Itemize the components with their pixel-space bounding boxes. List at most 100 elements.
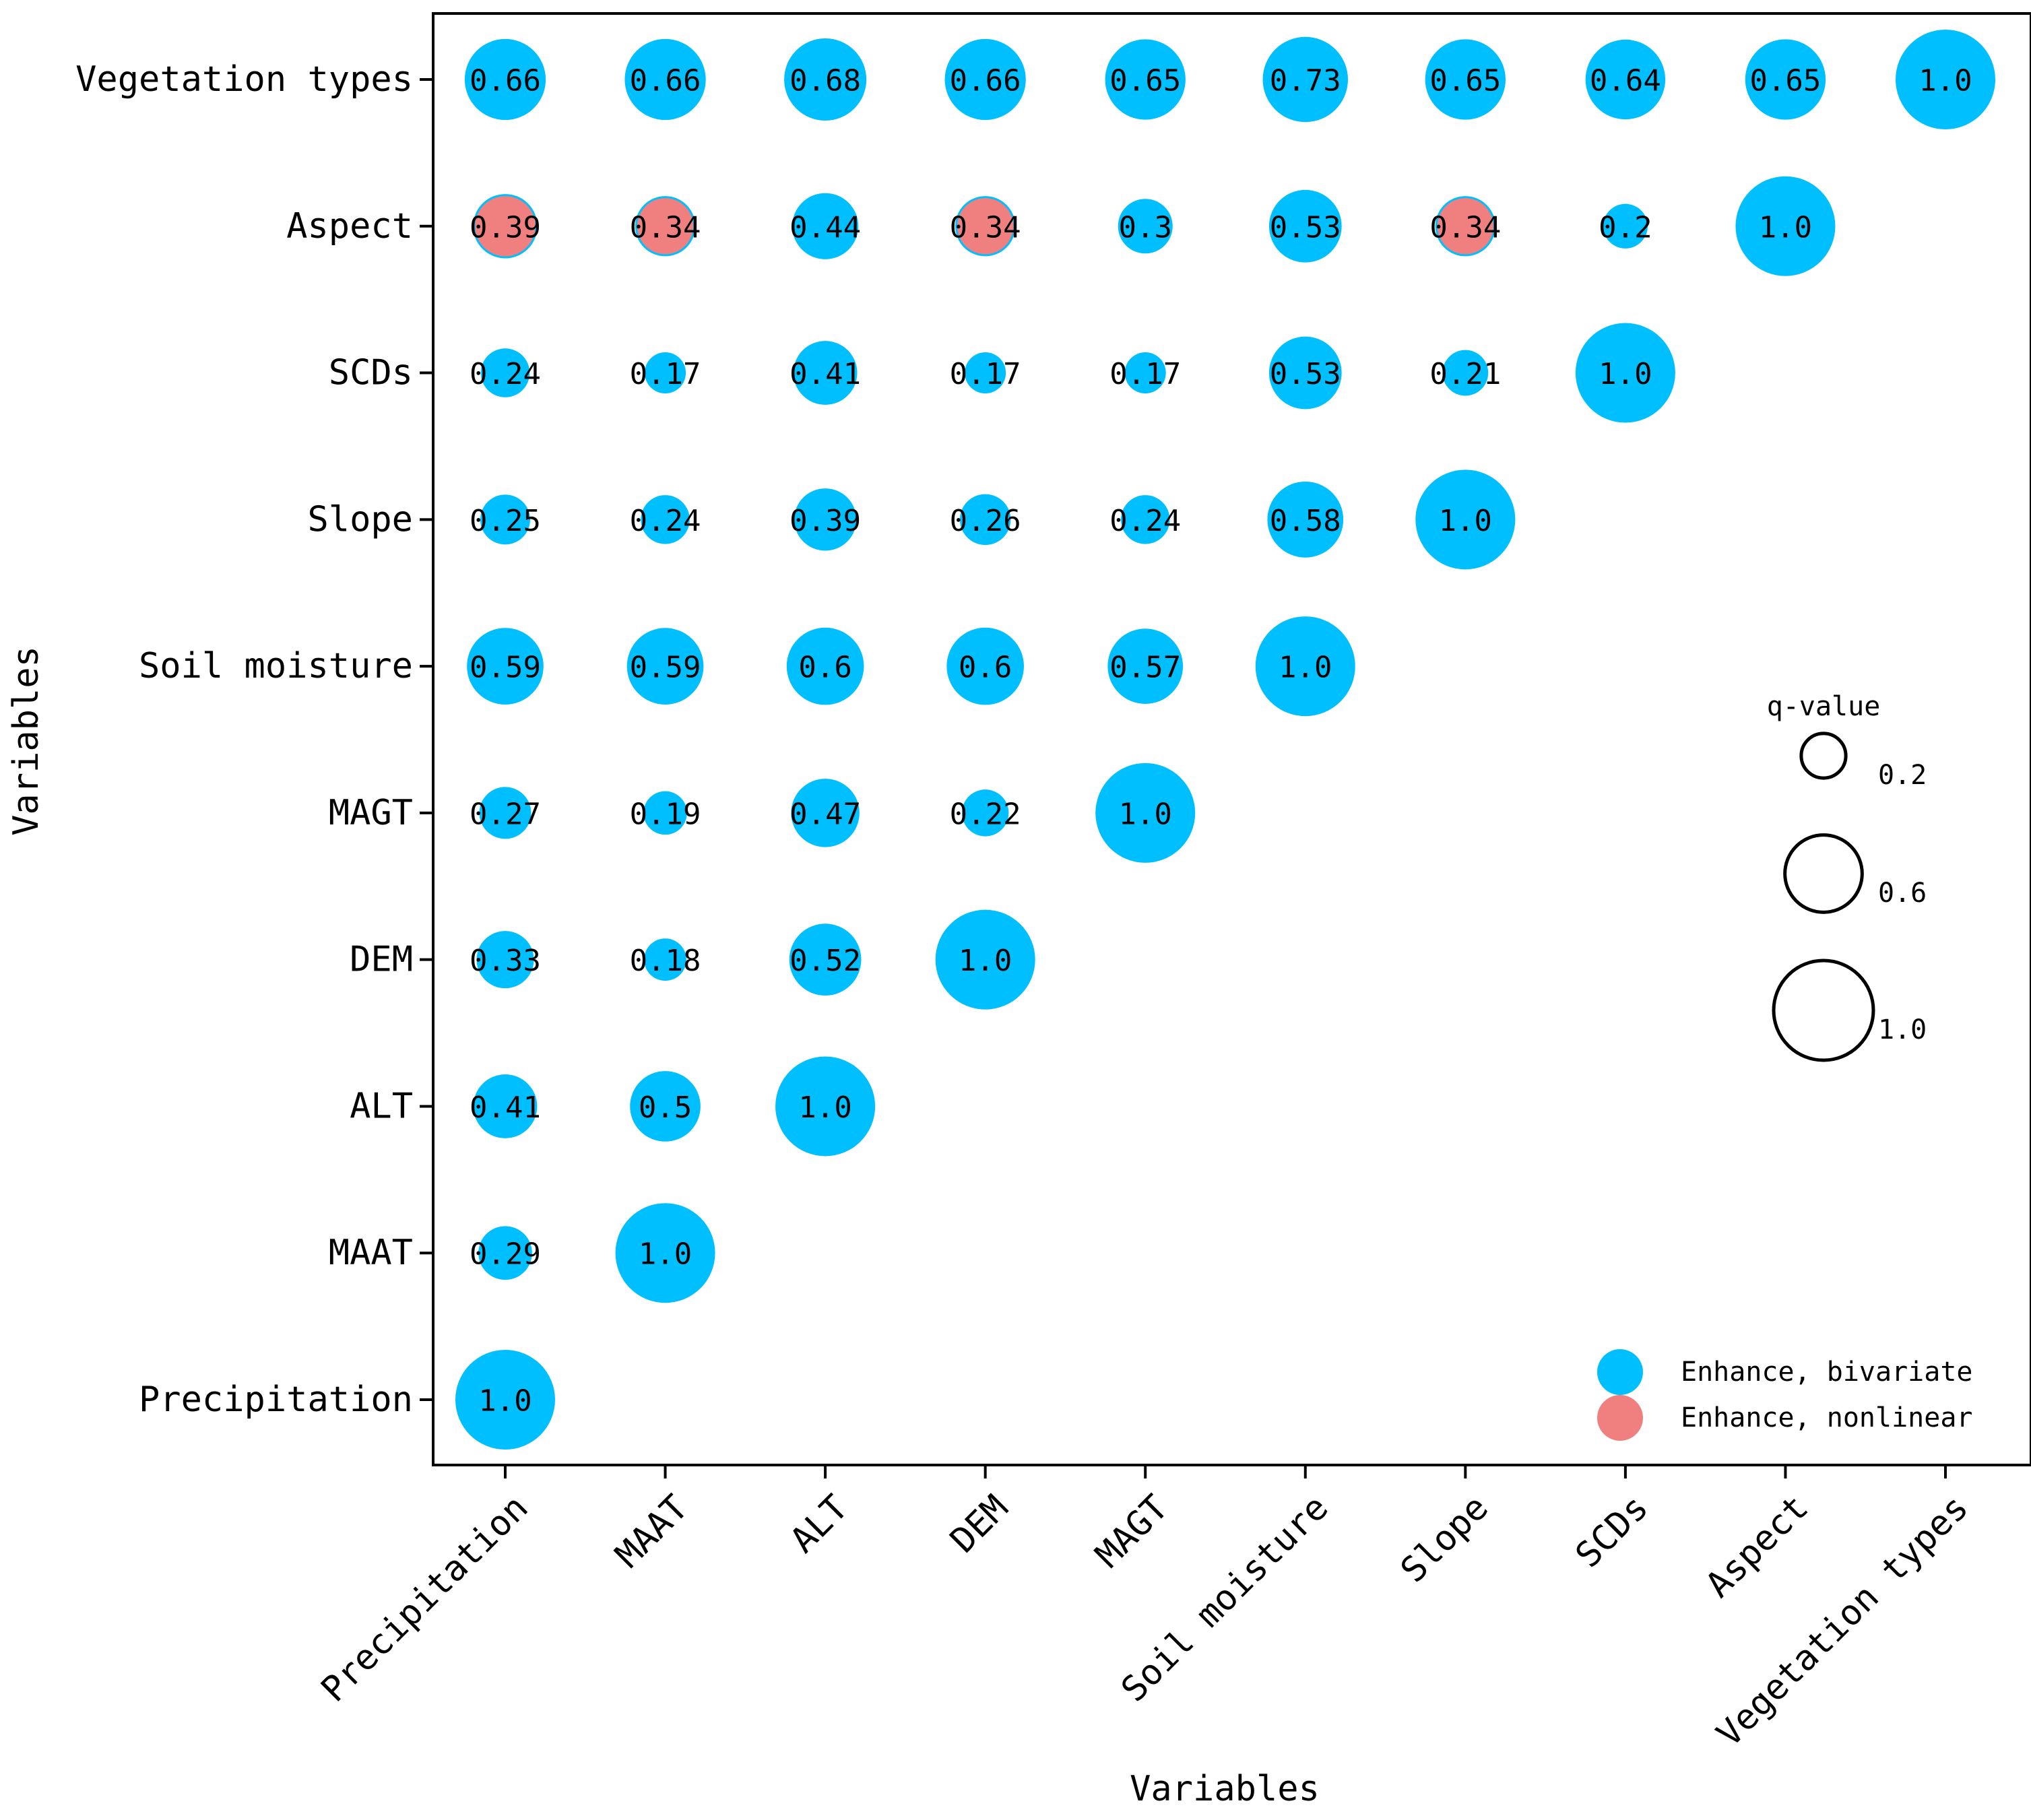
- bubble-circle: [615, 1203, 715, 1303]
- bubble-aspect-slope: 0.34: [1429, 196, 1501, 257]
- bubble-aspect-magt: 0.3: [1118, 199, 1173, 254]
- bubble-label: 0.6: [798, 651, 851, 685]
- bubble-aspect-maat: 0.34: [630, 196, 701, 257]
- bubble-dem-precipitation: 0.33: [470, 931, 541, 989]
- bubble-label: 0.41: [470, 1091, 541, 1125]
- size-legend-circle: [1799, 732, 1848, 780]
- bubble-slope-soil-moisture: 0.58: [1267, 481, 1344, 558]
- plot-frame: [432, 12, 2031, 1466]
- bubble-circle: [473, 194, 538, 259]
- bubble-circle: [476, 931, 534, 989]
- bubble-label: 0.52: [789, 944, 861, 978]
- bubble-circle: [1585, 39, 1666, 120]
- bubble-circle: [786, 627, 864, 705]
- bubble-label: 0.57: [1109, 651, 1181, 685]
- bubble-circle: [624, 38, 706, 121]
- bubble-label: 0.47: [789, 797, 861, 831]
- bubble-vegetation-types-slope: 0.65: [1425, 39, 1506, 120]
- bubble-label: 0.64: [1590, 64, 1661, 98]
- bubble-circle: [645, 352, 686, 394]
- bubble-slope-magt: 0.24: [1109, 495, 1181, 544]
- bubble-circle: [1745, 39, 1826, 120]
- bubble-label: 0.66: [950, 64, 1021, 98]
- bubble-scds-precipitation: 0.24: [470, 348, 541, 397]
- bubble-alt-precipitation: 0.41: [470, 1074, 541, 1138]
- x-tick-label-magt: MAGT: [1088, 1487, 1176, 1575]
- bubble-circle: [1267, 481, 1344, 558]
- bubble-label: 0.21: [1429, 357, 1501, 391]
- bubble-scds-alt: 0.41: [789, 341, 861, 405]
- bubble-label: 0.66: [470, 64, 541, 98]
- x-tick-label-slope: Slope: [1393, 1487, 1496, 1590]
- bubble-aspect-aspect: 1.0: [1735, 176, 1836, 276]
- y-axis-title: Variables: [6, 646, 46, 836]
- bubble-circle: [478, 1226, 532, 1280]
- bubble-dem-maat: 0.18: [630, 938, 701, 981]
- size-legend-title: q-value: [1767, 691, 1881, 722]
- bubble-scds-dem: 0.17: [950, 352, 1021, 394]
- bubble-label: 0.24: [630, 504, 701, 538]
- bubble-label: 0.22: [950, 797, 1021, 831]
- bubble-label: 0.66: [630, 64, 701, 98]
- bubble-circle: [626, 628, 704, 705]
- bubble-label: 0.68: [789, 64, 861, 98]
- y-tick-label-maat: MAAT: [329, 1233, 413, 1273]
- legend-label-nonlinear: Enhance, nonlinear: [1681, 1402, 1972, 1433]
- bubble-circle: [1268, 189, 1342, 263]
- bubble-circle: [480, 348, 530, 397]
- y-tick-label-precipitation: Precipitation: [139, 1379, 413, 1420]
- bubble-label: 0.33: [470, 944, 541, 978]
- bubble-soil-moisture-dem: 0.6: [946, 627, 1024, 705]
- bubble-soil-moisture-soil-moisture: 1.0: [1255, 616, 1355, 717]
- bubble-label: 1.0: [1919, 64, 1972, 98]
- bubble-label: 0.65: [1749, 64, 1821, 98]
- bubble-label: 1.0: [1439, 504, 1492, 538]
- legend-swatch-nonlinear: [1597, 1395, 1643, 1441]
- bubble-vegetation-types-dem: 0.66: [944, 38, 1026, 121]
- bubble-label: 1.0: [959, 944, 1012, 978]
- x-tick-label-alt: ALT: [783, 1487, 856, 1561]
- y-tick-label-aspect: Aspect: [286, 206, 413, 247]
- bubble-circle: [791, 779, 860, 847]
- y-tick-label-alt: ALT: [350, 1086, 413, 1126]
- bubble-magt-alt: 0.47: [789, 779, 861, 847]
- x-axis-title: Variables: [1130, 1769, 1320, 1809]
- color-legend: Enhance, bivariate Enhance, nonlinear: [1597, 1349, 1972, 1441]
- bubble-circle: [1435, 196, 1495, 257]
- bubble-precipitation-precipitation: 1.0: [455, 1350, 555, 1450]
- bubble-circle: [792, 193, 859, 259]
- bubble-circle: [1120, 495, 1170, 544]
- bubble-circle: [1575, 323, 1675, 423]
- bubble-circle: [473, 1074, 538, 1138]
- bubble-slope-maat: 0.24: [630, 495, 701, 544]
- bubble-label: 0.53: [1270, 210, 1341, 245]
- bubble-circle: [955, 196, 1016, 257]
- bubble-circle: [479, 787, 531, 839]
- bubble-label: 1.0: [1118, 797, 1171, 831]
- bubble-soil-moisture-maat: 0.59: [626, 628, 704, 705]
- bubble-circle: [630, 1071, 701, 1142]
- bubble-scds-magt: 0.17: [1109, 352, 1181, 394]
- bubble-circle: [1442, 350, 1489, 396]
- y-tick-label-dem: DEM: [350, 940, 413, 980]
- bubble-circle: [644, 938, 686, 981]
- bubble-maat-precipitation: 0.29: [470, 1226, 541, 1280]
- y-axis: Precipitation MAAT ALT DEM MAGT Soil moisture…: [75, 59, 433, 1420]
- bubble-circle: [1735, 176, 1836, 276]
- bubble-circle: [1095, 762, 1196, 863]
- x-tick-label-aspect: Aspect: [1698, 1487, 1816, 1605]
- bubble-circle: [944, 38, 1026, 121]
- bubble-aspect-dem: 0.34: [950, 196, 1021, 257]
- bubble-circle: [467, 628, 544, 705]
- bubble-label: 1.0: [1279, 651, 1332, 685]
- bubble-label: 0.73: [1270, 64, 1341, 98]
- bubble-circle: [959, 494, 1011, 546]
- bubble-circle: [1603, 203, 1648, 249]
- bubble-label: 0.24: [470, 357, 541, 391]
- bubble-slope-dem: 0.26: [950, 494, 1021, 546]
- bubble-magt-maat: 0.19: [630, 791, 701, 835]
- bubble-circle: [784, 38, 867, 121]
- bubble-label: 0.65: [1109, 64, 1181, 98]
